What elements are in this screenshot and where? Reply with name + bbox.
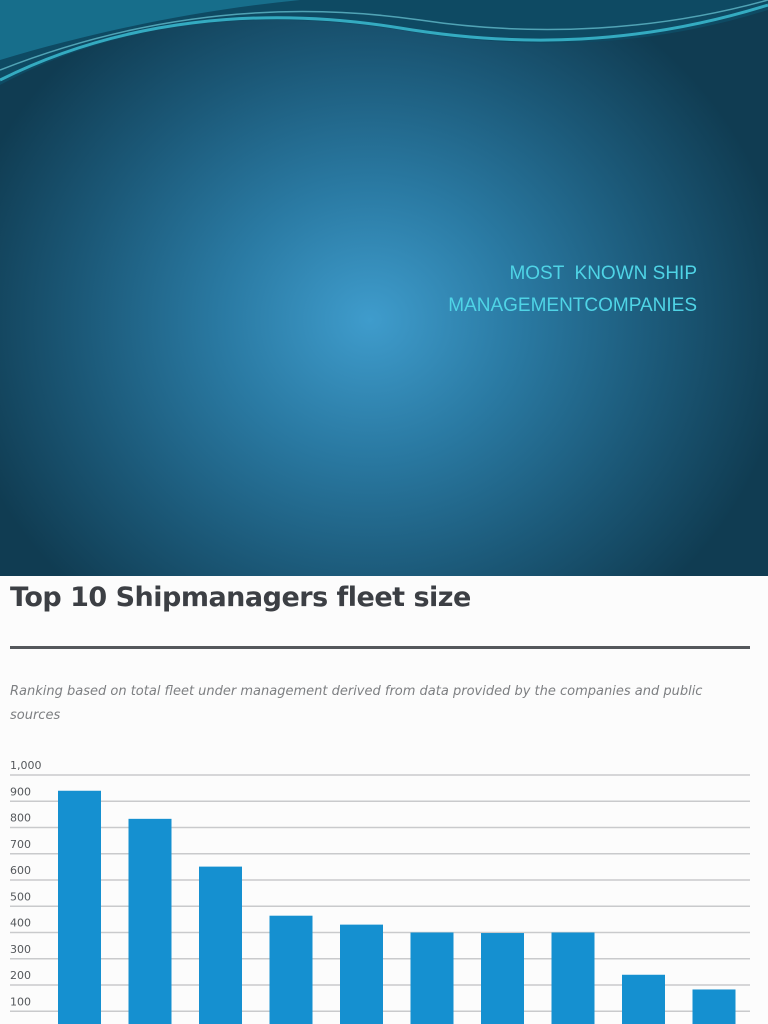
y-tick-label: 900 xyxy=(10,785,31,798)
slide-title-line1: MOST KNOWN SHIP xyxy=(509,263,697,284)
y-tick-label: 300 xyxy=(10,943,31,956)
bar-2 xyxy=(128,818,172,1024)
chart-panel: Top 10 Shipmanagers fleet size Ranking b… xyxy=(0,576,768,1024)
bar-9 xyxy=(622,974,665,1024)
bar-6 xyxy=(410,932,454,1024)
slide-title: MOST KNOWN SHIP MANAGEMENTCOMPANIES xyxy=(448,258,697,322)
bar-5 xyxy=(340,924,383,1024)
y-tick-label: 100 xyxy=(10,995,31,1008)
wave-decoration xyxy=(0,0,768,85)
title-slide: MOST KNOWN SHIP MANAGEMENTCOMPANIES xyxy=(0,0,768,576)
bar-7 xyxy=(481,933,524,1024)
bar-4 xyxy=(269,915,313,1024)
bar-1 xyxy=(58,790,101,1024)
bar-8 xyxy=(551,932,595,1024)
y-tick-label: 200 xyxy=(10,969,31,982)
bar-3 xyxy=(199,866,242,1024)
bar-10 xyxy=(692,989,736,1024)
y-tick-label: 600 xyxy=(10,864,31,877)
slide-title-line2: MANAGEMENTCOMPANIES xyxy=(448,295,697,316)
chart-subtitle: Ranking based on total fleet under manag… xyxy=(10,684,703,723)
y-tick-label: 1,000 xyxy=(10,759,42,772)
y-tick-label: 500 xyxy=(10,890,31,903)
title-divider xyxy=(10,646,750,649)
bar-chart: 100 200 300 400 500 600 700 800 900 1,000 xyxy=(10,759,750,1024)
chart-title: Top 10 Shipmanagers fleet size xyxy=(10,582,471,613)
y-tick-label: 400 xyxy=(10,917,31,930)
y-tick-label: 700 xyxy=(10,838,31,851)
y-tick-label: 800 xyxy=(10,812,31,825)
